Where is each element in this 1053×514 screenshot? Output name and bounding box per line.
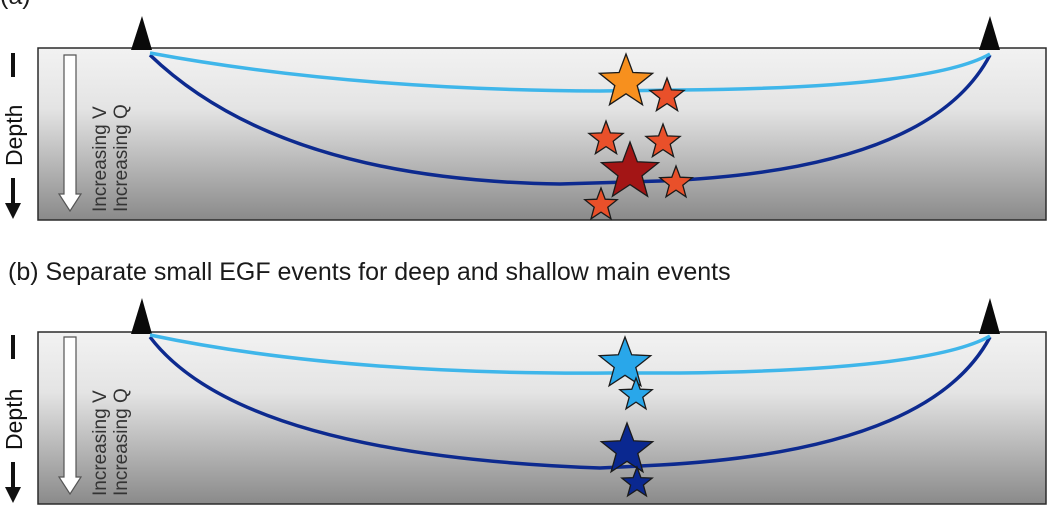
- panel-b-increasing-q-label: Increasing Q: [111, 388, 132, 496]
- panel-b-down-arrow-icon: [57, 336, 83, 496]
- panel-b-depth-label: Depth: [1, 389, 27, 450]
- panel-a-caption: (a): [0, 0, 31, 10]
- star-icon: [599, 421, 655, 474]
- panel-a-increasing-q-label: Increasing Q: [111, 104, 132, 212]
- panel-b: (b) Separate small EGF events for deep a…: [1, 258, 1047, 505]
- star-icon: [648, 76, 686, 113]
- panel-a-depth-label: Depth: [1, 105, 27, 166]
- star-icon: [597, 335, 653, 388]
- panel-a-medium: [37, 47, 1047, 221]
- star-icon: [599, 140, 661, 198]
- panel-a-depth-arrow-icon: [5, 178, 21, 219]
- panel-b-shallow-ray-path: [149, 333, 991, 375]
- station-triangle-icon: [979, 298, 1000, 334]
- star-icon: [620, 465, 654, 498]
- star-icon: [583, 186, 619, 221]
- panel-b-depth-tick: [11, 335, 15, 359]
- panel-b-increasing-v-label: Increasing V: [90, 390, 111, 496]
- panel-b-medium: [37, 331, 1047, 505]
- panel-a-shallow-ray-path: [149, 51, 991, 93]
- star-icon: [618, 376, 654, 411]
- station-triangle-icon: [979, 16, 1000, 50]
- panel-b-depth-arrow-icon: [5, 462, 21, 503]
- panel-b-stars: [597, 335, 655, 498]
- panel-a: (a) Increasing V Increasing Q Depth: [0, 0, 1047, 221]
- panel-a-deep-ray-path: [148, 53, 992, 186]
- star-icon: [658, 164, 694, 199]
- panel-b-deep-ray-path: [148, 335, 992, 470]
- star-icon: [644, 122, 682, 159]
- panel-a-increasing-v-label: Increasing V: [90, 106, 111, 212]
- panel-a-stars: [583, 52, 694, 221]
- station-triangle-icon: [131, 298, 152, 334]
- station-triangle-icon: [131, 16, 152, 50]
- star-icon: [597, 52, 655, 107]
- panel-b-caption: (b) Separate small EGF events for deep a…: [8, 258, 731, 286]
- star-icon: [587, 119, 625, 156]
- panel-a-depth-tick: [11, 53, 15, 77]
- panel-a-down-arrow-icon: [57, 54, 83, 213]
